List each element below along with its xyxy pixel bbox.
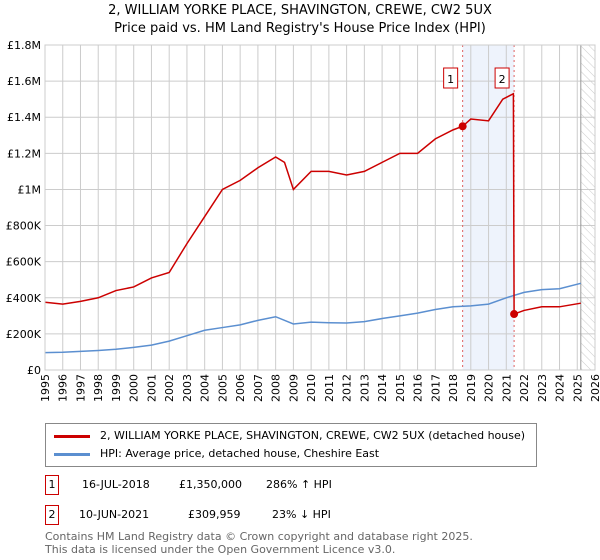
plot-border <box>44 44 596 371</box>
sale-label: 2 <box>499 73 506 86</box>
sale-point <box>458 122 467 131</box>
y-tick-label: £1.8M <box>7 39 41 52</box>
y-tick-label: £800K <box>6 220 42 233</box>
x-tick-label: 2025 <box>571 374 584 402</box>
footer: Contains HM Land Registry data © Crown c… <box>45 530 473 556</box>
legend-hpi: HPI: Average price, detached house, Ches… <box>100 447 380 460</box>
x-tick-label: 2009 <box>287 374 300 402</box>
sale-hpi: 286% ↑ HPI <box>266 478 332 491</box>
legend: 2, WILLIAM YORKE PLACE, SHAVINGTON, CREW… <box>45 423 537 467</box>
y-tick-label: £200K <box>6 328 42 341</box>
x-tick-label: 2024 <box>554 374 567 402</box>
x-tick-label: 2017 <box>429 374 442 402</box>
y-tick-label: £400K <box>6 292 42 305</box>
x-tick-label: 2026 <box>589 374 600 402</box>
legend-property: 2, WILLIAM YORKE PLACE, SHAVINGTON, CREW… <box>100 429 526 442</box>
x-tick-label: 1996 <box>57 374 70 402</box>
x-tick-label: 2008 <box>270 374 283 402</box>
x-tick-label: 2000 <box>128 374 141 402</box>
x-tick-label: 2014 <box>376 374 389 402</box>
x-tick-label: 2004 <box>199 374 212 402</box>
sale-label: 1 <box>447 73 454 86</box>
sale-hpi: 23% ↓ HPI <box>272 508 331 521</box>
x-tick-label: 2018 <box>447 374 460 402</box>
y-tick-label: £600K <box>6 256 42 269</box>
x-tick-label: 2010 <box>305 374 318 402</box>
x-tick-label: 2002 <box>163 374 176 402</box>
y-tick-label: £1M <box>18 183 42 196</box>
y-tick-label: £1.6M <box>7 75 41 88</box>
x-tick-label: 2001 <box>145 374 158 402</box>
sale-date: 16-JUL-2018 <box>82 478 150 491</box>
x-tick-label: 2005 <box>216 374 229 402</box>
sale-number: 1 <box>45 475 59 495</box>
sale-label-box <box>494 67 510 89</box>
legend-red-line <box>54 434 90 438</box>
sale-price: £309,959 <box>188 508 241 521</box>
y-tick-label: £1.2M <box>7 147 41 160</box>
forecast-hatch <box>580 45 595 370</box>
sale-row: 2 10-JUN-2021 £309,959 23% ↓ HPI <box>45 505 445 525</box>
x-tick-label: 2013 <box>358 374 371 402</box>
x-tick-label: 2016 <box>412 374 425 402</box>
legend-blue-line <box>54 452 90 456</box>
x-tick-label: 2020 <box>483 374 496 402</box>
price-chart: £0 £200K £400K £600K £800K £1M £1.2M £1.4M £1.6M… <box>6 39 600 402</box>
x-tick-label: 2007 <box>252 374 265 402</box>
x-tick-label: 1998 <box>92 374 105 402</box>
x-tick-label: 2021 <box>500 374 513 402</box>
y-tick-label: £0 <box>27 364 41 377</box>
x-tick-label: 2006 <box>234 374 247 402</box>
x-tick-label: 2012 <box>341 374 354 402</box>
chart-subtitle: Price paid vs. HM Land Registry's House … <box>114 21 486 36</box>
sale-price: £1,350,000 <box>179 478 242 491</box>
x-tick-label: 2011 <box>323 374 336 402</box>
x-tick-label: 1995 <box>39 374 52 402</box>
sale-row: 1 16-JUL-2018 £1,350,000 286% ↑ HPI <box>45 475 445 495</box>
chart-title: 2, WILLIAM YORKE PLACE, SHAVINGTON, CREW… <box>108 3 492 18</box>
x-tick-label: 2019 <box>465 374 478 402</box>
sale-number: 2 <box>45 505 59 525</box>
y-tick-label: £1.4M <box>7 111 41 124</box>
series-line <box>44 282 581 354</box>
footer-line: This data is licensed under the Open Gov… <box>45 543 396 556</box>
x-tick-label: 1999 <box>110 374 123 402</box>
sale-point <box>510 310 519 319</box>
x-tick-label: 2023 <box>536 374 549 402</box>
sale-label-box <box>443 67 459 89</box>
x-tick-label: 2003 <box>181 374 194 402</box>
series-line <box>44 92 581 316</box>
x-tick-label: 2022 <box>518 374 531 402</box>
sale-date: 10-JUN-2021 <box>79 508 150 521</box>
x-tick-label: 1997 <box>74 374 87 402</box>
footer-line: Contains HM Land Registry data © Crown c… <box>45 530 473 543</box>
x-tick-label: 2015 <box>394 374 407 402</box>
